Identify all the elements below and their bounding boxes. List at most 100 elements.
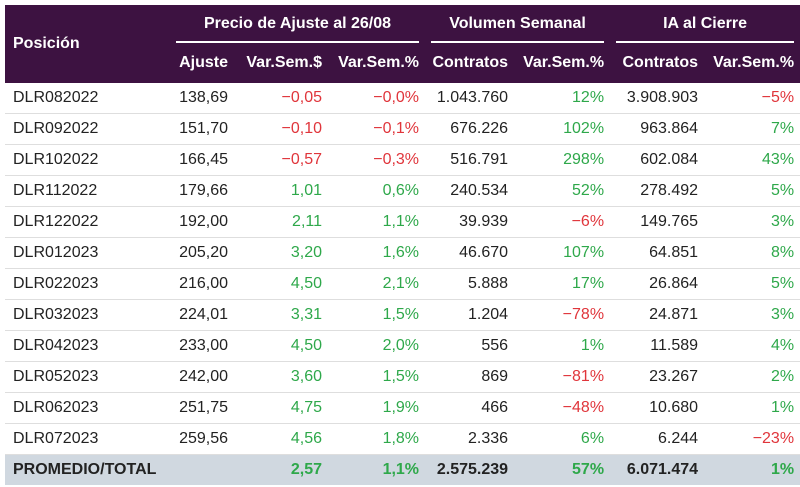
cell-ajuste: 179,66 bbox=[170, 175, 234, 207]
table-row: DLR022023 216,00 4,50 2,1% 5.888 17% 26.864 5% bbox=[5, 268, 800, 300]
cell-position: DLR052023 bbox=[5, 361, 170, 393]
cell-ia-var: 5% bbox=[704, 175, 800, 207]
header-group-price-label: Precio de Ajuste al 26/08 bbox=[203, 15, 392, 32]
col-header-var-usd: Var.Sem.$ bbox=[234, 43, 328, 83]
cell-ajuste: 259,56 bbox=[170, 423, 234, 455]
cell-ia-contracts: 26.864 bbox=[610, 268, 705, 300]
cell-ia-contracts: 24.871 bbox=[610, 299, 705, 331]
cell-var-pct: 1,8% bbox=[328, 423, 426, 455]
col-header-var-pct: Var.Sem.% bbox=[328, 43, 426, 83]
table-total-row: PROMEDIO/TOTAL 2,57 1,1% 2.575.239 57% 6.071.… bbox=[5, 454, 800, 485]
cell-var-pct: 2,0% bbox=[328, 330, 426, 362]
cell-var-usd: 3,31 bbox=[234, 299, 328, 331]
cell-ia-contracts: 23.267 bbox=[610, 361, 705, 393]
cell-ajuste: 251,75 bbox=[170, 392, 234, 424]
cell-ajuste: 233,00 bbox=[170, 330, 234, 362]
header-group-volume: Volumen Semanal bbox=[425, 5, 611, 43]
cell-vol-var: −6% bbox=[514, 206, 611, 238]
cell-var-pct: 1,5% bbox=[328, 299, 426, 331]
cell-ia-var: 8% bbox=[704, 237, 800, 269]
cell-var-pct: 2,1% bbox=[328, 268, 426, 300]
cell-ia-contracts: 11.589 bbox=[610, 330, 705, 362]
cell-var-pct: 1,6% bbox=[328, 237, 426, 269]
cell-ajuste: 151,70 bbox=[170, 113, 234, 145]
cell-position: DLR082022 bbox=[5, 83, 170, 114]
cell-ajuste: 138,69 bbox=[170, 83, 234, 114]
cell-vol-var: 107% bbox=[514, 237, 611, 269]
table-row: DLR122022 192,00 2,11 1,1% 39.939 −6% 149.765 3… bbox=[5, 206, 800, 238]
table-body: DLR082022 138,69 −0,05 −0,0% 1.043.760 12% 3.9… bbox=[5, 83, 800, 485]
cell-vol-var: 57% bbox=[514, 454, 611, 485]
cell-var-usd: 4,50 bbox=[234, 268, 328, 300]
cell-position: PROMEDIO/TOTAL bbox=[5, 454, 170, 485]
cell-vol-var: 52% bbox=[514, 175, 611, 207]
cell-ia-var: 7% bbox=[704, 113, 800, 145]
cell-position: DLR102022 bbox=[5, 144, 170, 176]
cell-ia-contracts: 278.492 bbox=[610, 175, 705, 207]
table-row: DLR112022 179,66 1,01 0,6% 240.534 52% 278.492… bbox=[5, 175, 800, 207]
cell-ajuste: 216,00 bbox=[170, 268, 234, 300]
cell-ia-var: −5% bbox=[704, 83, 800, 114]
cell-ia-contracts: 149.765 bbox=[610, 206, 705, 238]
cell-ia-var: 4% bbox=[704, 330, 800, 362]
col-header-vol-contracts: Contratos bbox=[425, 43, 515, 83]
cell-ajuste: 166,45 bbox=[170, 144, 234, 176]
cell-var-usd: 4,50 bbox=[234, 330, 328, 362]
cell-position: DLR042023 bbox=[5, 330, 170, 362]
table-row: DLR042023 233,00 4,50 2,0% 556 1% 11.589 4% bbox=[5, 330, 800, 362]
cell-ia-var: 3% bbox=[704, 299, 800, 331]
table-row: DLR082022 138,69 −0,05 −0,0% 1.043.760 12% 3.9… bbox=[5, 83, 800, 114]
cell-var-usd: 2,57 bbox=[234, 454, 328, 485]
cell-vol-contracts: 5.888 bbox=[425, 268, 515, 300]
cell-ajuste bbox=[170, 454, 234, 485]
cell-position: DLR032023 bbox=[5, 299, 170, 331]
cell-vol-contracts: 39.939 bbox=[425, 206, 515, 238]
cell-vol-contracts: 1.043.760 bbox=[425, 83, 515, 114]
cell-vol-var: −78% bbox=[514, 299, 611, 331]
table-row: DLR062023 251,75 4,75 1,9% 466 −48% 10.680 1% bbox=[5, 392, 800, 424]
cell-var-pct: 1,9% bbox=[328, 392, 426, 424]
col-header-ajuste: Ajuste bbox=[170, 43, 234, 83]
cell-position: DLR112022 bbox=[5, 175, 170, 207]
cell-ia-var: −23% bbox=[704, 423, 800, 455]
cell-position: DLR012023 bbox=[5, 237, 170, 269]
cell-position: DLR062023 bbox=[5, 392, 170, 424]
cell-var-usd: −0,57 bbox=[234, 144, 328, 176]
header-group-ia: IA al Cierre bbox=[610, 5, 800, 43]
cell-vol-contracts: 676.226 bbox=[425, 113, 515, 145]
cell-var-pct: 1,1% bbox=[328, 454, 426, 485]
cell-ia-contracts: 963.864 bbox=[610, 113, 705, 145]
cell-var-usd: −0,05 bbox=[234, 83, 328, 114]
cell-vol-var: 102% bbox=[514, 113, 611, 145]
header-group-ia-label: IA al Cierre bbox=[663, 15, 747, 32]
col-header-ia-var: Var.Sem.% bbox=[704, 43, 800, 83]
cell-ia-contracts: 6.071.474 bbox=[610, 454, 705, 485]
cell-vol-contracts: 869 bbox=[425, 361, 515, 393]
cell-vol-contracts: 240.534 bbox=[425, 175, 515, 207]
cell-vol-var: 298% bbox=[514, 144, 611, 176]
cell-var-usd: 4,75 bbox=[234, 392, 328, 424]
table-row: DLR102022 166,45 −0,57 −0,3% 516.791 298% 602.… bbox=[5, 144, 800, 176]
header-group-volume-label: Volumen Semanal bbox=[449, 15, 586, 32]
cell-var-usd: −0,10 bbox=[234, 113, 328, 145]
cell-var-pct: −0,0% bbox=[328, 83, 426, 114]
cell-var-usd: 3,60 bbox=[234, 361, 328, 393]
cell-var-pct: 1,5% bbox=[328, 361, 426, 393]
cell-var-usd: 3,20 bbox=[234, 237, 328, 269]
cell-vol-contracts: 516.791 bbox=[425, 144, 515, 176]
table-row: DLR092022 151,70 −0,10 −0,1% 676.226 102% 963.… bbox=[5, 113, 800, 145]
table-row: DLR032023 224,01 3,31 1,5% 1.204 −78% 24.871 3% bbox=[5, 299, 800, 331]
cell-ajuste: 224,01 bbox=[170, 299, 234, 331]
cell-vol-contracts: 2.575.239 bbox=[425, 454, 515, 485]
cell-ia-contracts: 10.680 bbox=[610, 392, 705, 424]
cell-ia-var: 5% bbox=[704, 268, 800, 300]
cell-var-pct: 1,1% bbox=[328, 206, 426, 238]
cell-ia-var: 2% bbox=[704, 361, 800, 393]
cell-vol-var: −81% bbox=[514, 361, 611, 393]
cell-ia-var: 1% bbox=[704, 454, 800, 485]
cell-var-usd: 2,11 bbox=[234, 206, 328, 238]
cell-var-usd: 4,56 bbox=[234, 423, 328, 455]
cell-var-pct: −0,3% bbox=[328, 144, 426, 176]
table-row: DLR052023 242,00 3,60 1,5% 869 −81% 23.267 2% bbox=[5, 361, 800, 393]
cell-vol-var: 17% bbox=[514, 268, 611, 300]
